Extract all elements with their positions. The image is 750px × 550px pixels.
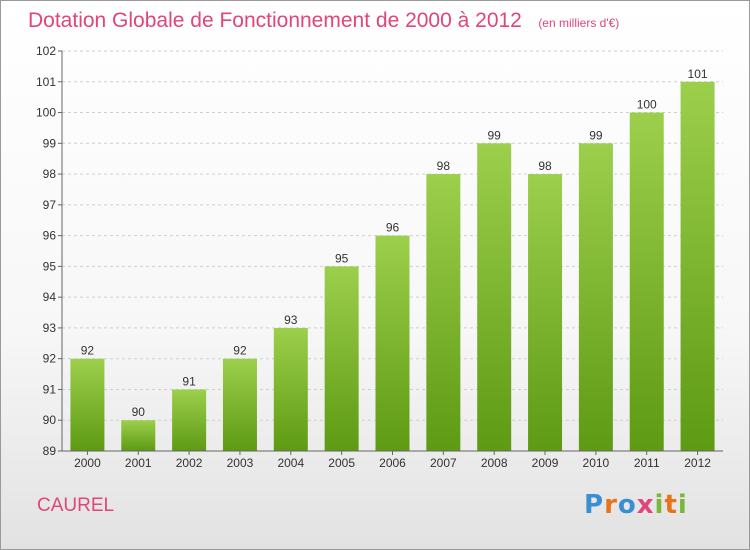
- data-label: 101: [688, 67, 708, 81]
- logo-letter: r: [604, 490, 618, 520]
- unit-note: (en milliers d'€): [538, 16, 620, 30]
- logo-letter: i: [654, 490, 665, 520]
- data-label: 98: [437, 159, 451, 173]
- data-label: 91: [182, 374, 196, 388]
- y-tick-label: 89: [43, 444, 57, 458]
- x-tick-label: 2000: [74, 456, 101, 470]
- bar: [578, 143, 613, 452]
- logo-letter: x: [636, 490, 655, 520]
- bar: [477, 143, 512, 452]
- proxiti-logo: Proxiti: [584, 490, 688, 520]
- data-label: 92: [233, 344, 247, 358]
- y-tick-label: 100: [36, 106, 56, 120]
- x-tick-label: 2006: [379, 456, 406, 470]
- bar: [629, 112, 664, 452]
- x-tick-label: 2012: [684, 456, 711, 470]
- x-tick-label: 2003: [227, 456, 254, 470]
- bar: [528, 174, 563, 452]
- commune-name: CAUREL: [37, 495, 115, 516]
- y-tick-label: 94: [43, 290, 57, 304]
- bar: [121, 420, 156, 451]
- x-tick-label: 2004: [277, 456, 304, 470]
- chart-title: Dotation Globale de Fonctionnement de 20…: [28, 9, 522, 32]
- x-tick-label: 2005: [328, 456, 355, 470]
- labels: 89 90 91 92 93 94 95 96 97 98 99 100 101 102 92 2000 90 2…: [36, 44, 711, 470]
- y-tick-label: 91: [43, 382, 57, 396]
- y-tick-label: 92: [43, 352, 57, 366]
- x-tick-label: 2011: [634, 456, 660, 470]
- data-label: 98: [538, 159, 552, 173]
- data-label: 100: [637, 98, 657, 112]
- y-tick-label: 95: [43, 259, 57, 273]
- data-label: 93: [284, 313, 298, 327]
- bar: [172, 389, 207, 451]
- data-label: 92: [81, 344, 95, 358]
- y-tick-label: 98: [43, 167, 57, 181]
- bar: [375, 235, 410, 451]
- data-label: 95: [335, 251, 349, 265]
- y-tick-label: 101: [36, 75, 56, 89]
- y-tick-label: 93: [43, 321, 57, 335]
- data-label: 90: [132, 405, 146, 419]
- bar: [426, 174, 461, 452]
- x-tick-label: 2009: [532, 456, 559, 470]
- y-tick-label: 96: [43, 229, 57, 243]
- axes: [58, 50, 723, 455]
- bars: [70, 81, 715, 452]
- y-tick-label: 90: [43, 413, 57, 427]
- bar: [222, 358, 257, 451]
- x-tick-label: 2002: [176, 456, 203, 470]
- bar: [324, 266, 359, 451]
- logo-letter: t: [664, 490, 678, 520]
- logo-letter: o: [617, 490, 637, 520]
- data-label: 96: [386, 221, 400, 235]
- logo-letter: i: [677, 490, 688, 520]
- bar: [680, 81, 715, 452]
- bar: [70, 358, 105, 451]
- y-tick-label: 97: [43, 198, 57, 212]
- logo-letter: P: [584, 490, 605, 520]
- data-label: 99: [488, 128, 502, 142]
- x-tick-label: 2008: [481, 456, 508, 470]
- y-tick-label: 99: [43, 136, 57, 150]
- y-tick-label: 102: [36, 44, 56, 58]
- bar: [273, 327, 308, 451]
- x-tick-label: 2007: [430, 456, 457, 470]
- chart-title-block: Dotation Globale de Fonctionnement de 20…: [28, 9, 619, 33]
- x-tick-label: 2010: [583, 456, 610, 470]
- x-tick-label: 2001: [125, 456, 152, 470]
- data-label: 99: [589, 128, 603, 142]
